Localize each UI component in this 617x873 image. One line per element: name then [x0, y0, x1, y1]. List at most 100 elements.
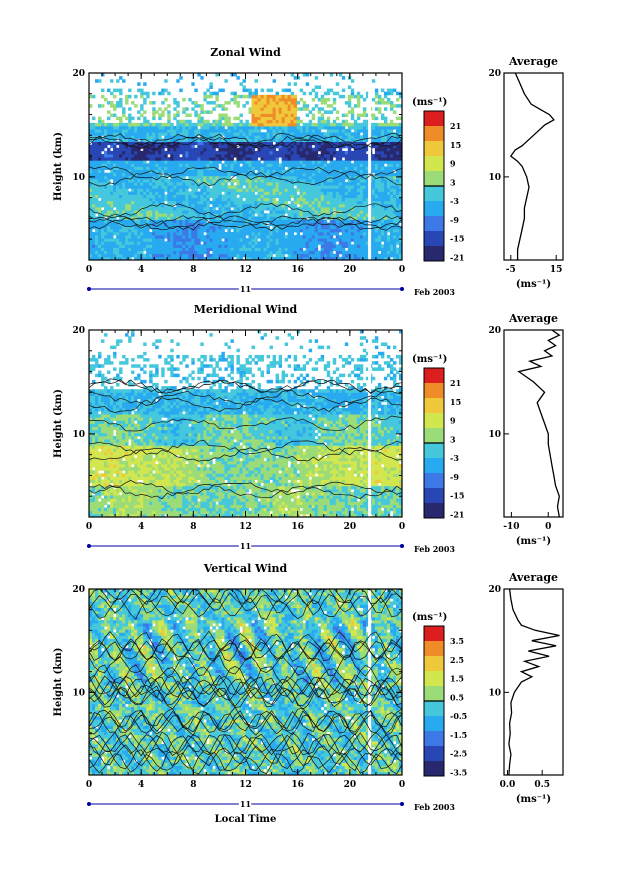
date-label: Feb 2003 — [414, 544, 455, 554]
y-axis-label: Height (km) — [53, 648, 64, 717]
y-axis-label: Height (km) — [53, 389, 64, 458]
colorbar-level-label: -9 — [450, 215, 459, 225]
colorbar-swatch — [424, 503, 444, 519]
average-unit: (ms⁻¹) — [516, 279, 551, 290]
average-title: Average — [508, 312, 558, 325]
y-axis-label: Height (km) — [53, 132, 64, 201]
colorbar-level-label: -15 — [450, 491, 464, 501]
colorbar-level-label: -9 — [450, 472, 459, 482]
panel-vertical-wind: Vertical Wind 0 4 8 12 16 20 0 20 10 Height (km) 11… — [53, 562, 564, 825]
colorbar-level-label: 3 — [450, 434, 456, 444]
colorbar-level-label: 3 — [450, 177, 456, 187]
colorbar-unit: (ms⁻¹) — [412, 354, 447, 365]
average-profile-line — [509, 72, 555, 260]
colorbar: (ms⁻¹) 21 15 9 3 -3 -9 -15 -21 — [412, 97, 464, 262]
colorbar-swatch — [424, 126, 444, 142]
average-unit: (ms⁻¹) — [516, 536, 551, 547]
average-profile-line — [517, 329, 561, 518]
average-panel: Average 0.0 0.5 20 10 (ms⁻¹) — [488, 571, 564, 805]
average-y-tick-label: 10 — [488, 688, 501, 698]
colorbar-level-label: 15 — [450, 140, 461, 150]
colorbar-swatch — [424, 731, 444, 747]
x-tick-label: 4 — [138, 522, 144, 532]
date-label: Feb 2003 — [414, 802, 455, 812]
average-y-tick-label: 20 — [488, 585, 501, 595]
x-tick-label: 0 — [86, 522, 92, 532]
panel-meridional-wind: Meridional Wind 0 4 8 12 16 20 0 20 10 Height (km)… — [53, 303, 564, 554]
colorbar-swatch — [424, 368, 444, 384]
colorbar-level-label: 3.5 — [450, 636, 464, 646]
colorbar-swatch — [424, 746, 444, 762]
colorbar-swatch — [424, 443, 444, 459]
x-tick-label: 4 — [138, 265, 144, 275]
heatmap-cells — [89, 73, 403, 261]
average-frame — [503, 588, 564, 776]
colorbar-level-label: 0.5 — [450, 692, 464, 702]
date-day-label: 11 — [240, 799, 251, 809]
colorbar-level-label: -3.5 — [450, 767, 467, 777]
colorbar-swatch — [424, 216, 444, 232]
colorbar-swatch — [424, 641, 444, 657]
average-x-tick-label: -5 — [506, 265, 516, 275]
colorbar-level-label: 2.5 — [450, 655, 464, 665]
average-x-tick-label: 0.0 — [500, 780, 516, 790]
x-tick-label: 0 — [86, 265, 92, 275]
date-axis-end — [400, 287, 404, 291]
colorbar-level-label: -0.5 — [450, 711, 467, 721]
colorbar-level-label: -3 — [450, 453, 459, 463]
colorbar-swatch — [424, 156, 444, 172]
x-tick-label: 12 — [239, 265, 252, 275]
colorbar-swatch — [424, 626, 444, 642]
x-tick-label: 8 — [190, 522, 196, 532]
x-tick-label: 12 — [239, 522, 252, 532]
y-tick-label: 20 — [72, 69, 85, 79]
contour-lines — [88, 378, 403, 500]
date-axis-end — [400, 544, 404, 548]
data-gap — [368, 73, 372, 260]
x-tick-label: 0 — [399, 780, 405, 790]
average-y-tick-label: 20 — [488, 69, 501, 79]
colorbar-swatch — [424, 428, 444, 444]
colorbar-swatch — [424, 231, 444, 247]
colorbar-level-label: -21 — [450, 509, 464, 519]
average-frame — [503, 72, 564, 261]
colorbar-swatch — [424, 383, 444, 399]
plot-title: Vertical Wind — [203, 562, 288, 575]
colorbar-unit: (ms⁻¹) — [412, 612, 447, 623]
colorbar-swatch — [424, 716, 444, 732]
colorbar-swatch — [424, 171, 444, 187]
colorbar-swatch — [424, 458, 444, 474]
data-gap — [368, 589, 372, 775]
colorbar-level-label: -15 — [450, 234, 464, 244]
average-profile-line — [508, 588, 560, 776]
colorbar-level-label: 9 — [450, 159, 456, 169]
colorbar-unit: (ms⁻¹) — [412, 97, 447, 108]
colorbar-level-label: -2.5 — [450, 749, 467, 759]
colorbar: (ms⁻¹) 21 15 9 3 -3 -9 -15 -21 — [412, 354, 464, 519]
colorbar-swatch — [424, 488, 444, 504]
y-tick-label: 10 — [72, 173, 85, 183]
plot-title: Zonal Wind — [210, 46, 281, 59]
colorbar-level-label: 1.5 — [450, 674, 464, 684]
date-axis-end — [400, 802, 404, 806]
colorbar-level-label: 15 — [450, 397, 461, 407]
x-tick-label: 16 — [291, 780, 304, 790]
contour-lines — [88, 588, 403, 775]
average-x-tick-label: 0 — [545, 522, 551, 532]
colorbar-swatch — [424, 761, 444, 777]
colorbar-swatch — [424, 186, 444, 202]
average-unit: (ms⁻¹) — [516, 794, 551, 805]
colorbar-swatch — [424, 413, 444, 429]
colorbar-swatch — [424, 141, 444, 157]
x-tick-label: 16 — [291, 265, 304, 275]
colorbar-swatch — [424, 671, 444, 687]
average-x-tick-label: 0.5 — [534, 780, 550, 790]
colorbar-swatch — [424, 201, 444, 217]
x-tick-label: 0 — [399, 265, 405, 275]
average-panel: Average -5 15 20 10 (ms⁻¹) — [488, 55, 564, 290]
colorbar-level-label: 21 — [450, 378, 461, 388]
y-tick-label: 20 — [72, 585, 85, 595]
colorbar-level-label: 21 — [450, 121, 461, 131]
average-title: Average — [508, 571, 558, 584]
